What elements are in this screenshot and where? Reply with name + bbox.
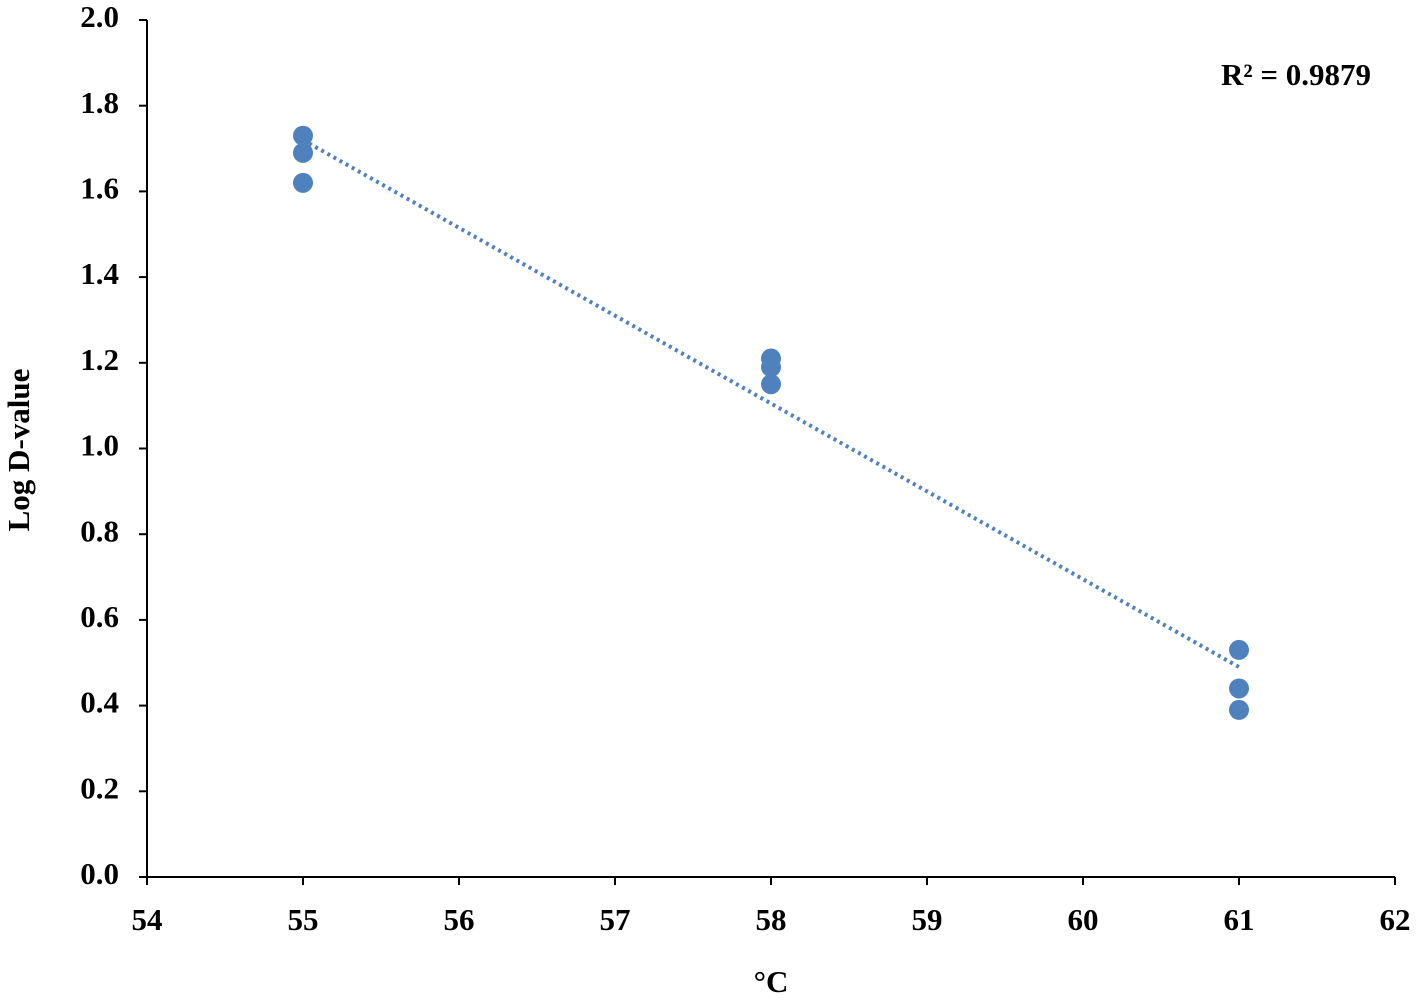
x-tick-label: 61 (1224, 902, 1255, 937)
data-point (761, 357, 781, 378)
x-tick-label: 60 (1068, 902, 1099, 937)
y-tick-label: 0.2 (80, 770, 119, 805)
y-tick-label: 0.4 (80, 685, 119, 720)
y-tick-label: 0.8 (80, 513, 119, 548)
x-tick-label: 57 (600, 902, 631, 937)
x-tick-label: 56 (444, 902, 475, 937)
y-tick-label: 1.0 (80, 428, 119, 463)
data-point (293, 142, 313, 163)
x-tick-label: 54 (132, 902, 163, 937)
y-tick-label: 0.6 (80, 599, 119, 634)
y-tick-label: 1.4 (80, 256, 119, 291)
data-point (293, 172, 313, 193)
data-point (1229, 678, 1249, 699)
y-tick-label: 1.2 (80, 342, 119, 377)
trendline (302, 138, 1240, 669)
data-point (1229, 699, 1249, 720)
r-squared: R² = 0.9879 (1221, 57, 1371, 92)
x-tick-label: 62 (1380, 902, 1411, 937)
x-tick-label: 58 (756, 902, 787, 937)
x-tick-label: 55 (288, 902, 319, 937)
y-tick-label: 2.0 (80, 0, 119, 34)
data-point (293, 125, 313, 146)
x-axis-label: °C (754, 964, 789, 999)
y-tick-label: 0.0 (80, 856, 119, 891)
data-point (1229, 639, 1249, 660)
y-tick-label: 1.6 (80, 171, 119, 206)
y-tick-label: 1.8 (80, 85, 119, 120)
x-tick-label: 59 (912, 902, 943, 937)
data-point (761, 374, 781, 395)
y-axis-label: Log D-value (1, 369, 36, 532)
